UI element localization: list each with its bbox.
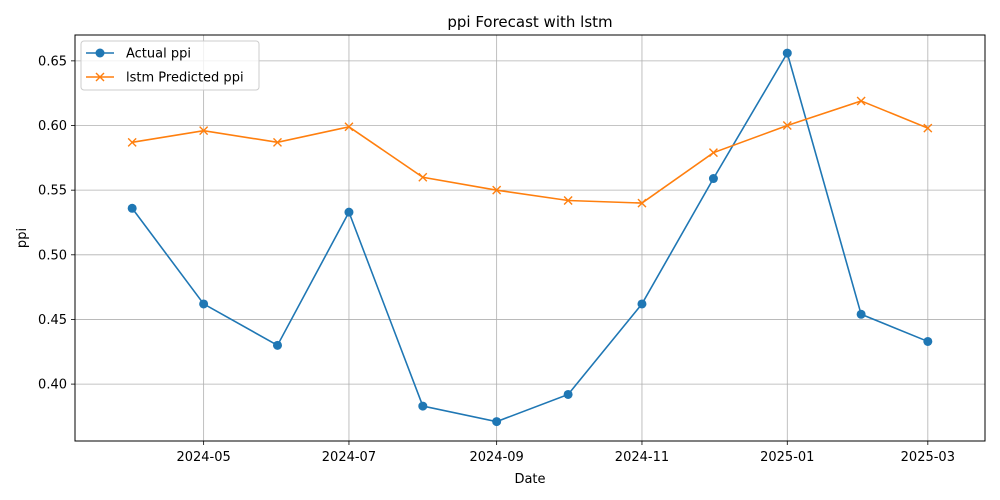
y-axis-label: ppi <box>15 228 30 248</box>
data-point <box>199 299 209 309</box>
legend-marker <box>95 72 105 82</box>
data-point <box>127 137 137 147</box>
x-tick-label: 2025-01 <box>760 450 814 465</box>
data-point <box>563 196 573 205</box>
x-tick-label: 2024-11 <box>615 450 669 465</box>
grid <box>75 35 985 441</box>
series-line <box>131 51 929 423</box>
data-point <box>199 126 209 136</box>
legend-label: lstm Predicted ppi <box>126 71 244 86</box>
data-point <box>708 148 718 158</box>
data-point <box>782 121 792 131</box>
data-point <box>272 137 282 147</box>
series-actual <box>127 48 933 427</box>
data-point <box>344 207 354 217</box>
data-point <box>127 203 137 213</box>
y-tick-label: 0.50 <box>38 248 67 263</box>
x-tick-label: 2024-07 <box>322 450 376 465</box>
chart-title: ppi Forecast with lstm <box>447 13 612 31</box>
series-layer <box>127 48 933 427</box>
data-point <box>856 309 866 319</box>
data-point <box>637 198 647 208</box>
y-tick-label: 0.65 <box>38 54 67 69</box>
data-point <box>492 417 502 427</box>
data-point <box>782 48 792 58</box>
y-tick-label: 0.60 <box>38 119 67 134</box>
legend-marker <box>95 48 105 58</box>
data-point <box>492 185 502 195</box>
legend-box <box>80 40 260 91</box>
y-tick-label: 0.45 <box>38 313 67 328</box>
data-point <box>272 340 282 350</box>
series-predicted <box>127 96 933 208</box>
data-point <box>708 174 718 184</box>
x-tick-label: 2024-09 <box>469 450 523 465</box>
y-tick-label: 0.40 <box>38 378 67 393</box>
x-axis-label: Date <box>514 472 545 487</box>
legend: Actual ppi lstm Predicted ppi <box>80 40 260 91</box>
plot-frame <box>74 34 986 442</box>
legend-label: Actual ppi <box>126 47 191 62</box>
data-point <box>418 172 428 182</box>
data-point <box>418 401 428 411</box>
data-point <box>923 336 933 346</box>
data-point <box>344 122 354 132</box>
x-tick-label: 2024-05 <box>176 450 230 465</box>
data-point <box>563 389 573 399</box>
legend-item: lstm Predicted ppi <box>86 71 244 86</box>
series-line <box>132 100 929 204</box>
legend-item: Actual ppi <box>86 47 191 62</box>
data-point <box>923 123 933 133</box>
data-point <box>637 299 647 309</box>
data-point <box>856 96 866 106</box>
ticks: 2024-05 2024-07 2024-09 2024-11 2025-01 2025-… <box>38 54 955 465</box>
y-tick-label: 0.55 <box>38 184 67 199</box>
x-tick-label: 2025-03 <box>901 450 955 465</box>
